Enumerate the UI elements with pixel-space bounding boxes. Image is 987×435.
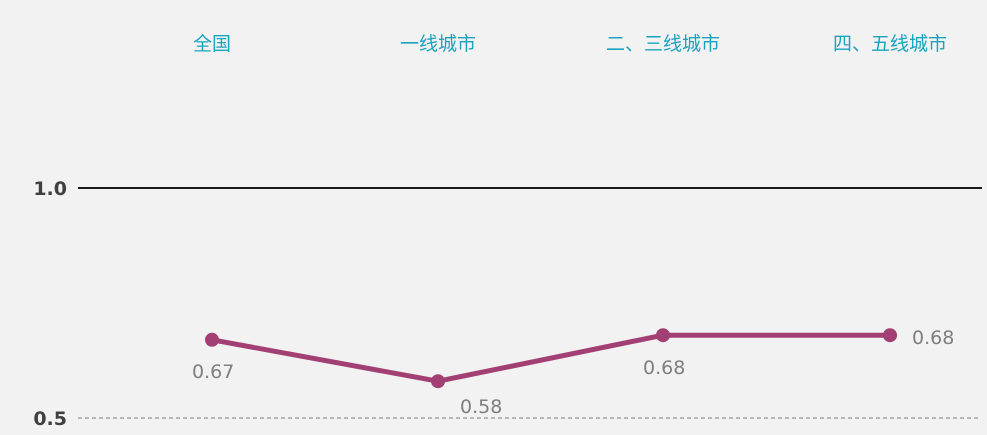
category-label: 二、三线城市 [606, 33, 720, 55]
data-label: 0.67 [192, 361, 234, 383]
data-point-marker [431, 374, 445, 389]
series-line [209, 332, 893, 384]
data-label: 0.68 [643, 357, 685, 379]
data-point-marker [656, 328, 670, 343]
category-label: 四、五线城市 [833, 33, 947, 55]
data-label: 0.58 [460, 396, 502, 418]
data-label: 0.68 [912, 327, 954, 349]
data-point-marker [205, 332, 219, 347]
category-label: 全国 [193, 33, 231, 55]
data-point-marker [883, 328, 897, 343]
y-tick-label: 1.0 [33, 178, 67, 200]
category-label: 一线城市 [400, 33, 476, 55]
y-tick-label: 0.5 [33, 408, 67, 430]
